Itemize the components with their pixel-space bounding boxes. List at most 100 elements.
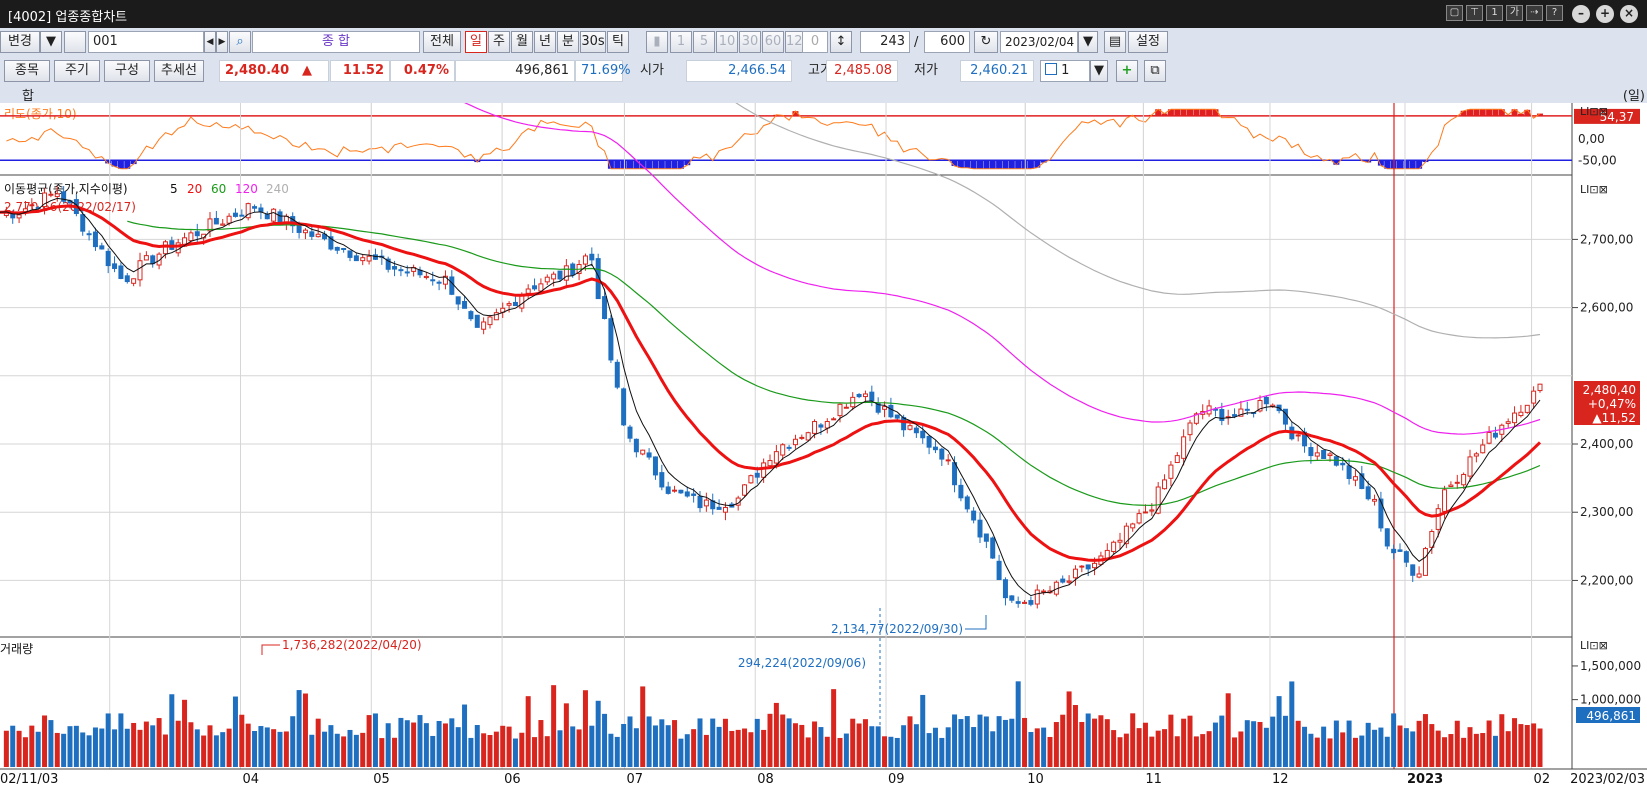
indicator-y-tick-1: -50,00 xyxy=(1578,153,1617,167)
prev-code-icon[interactable]: ◀ xyxy=(204,31,216,53)
change-button[interactable]: 변경 xyxy=(0,31,40,53)
window-number-icon[interactable]: 1 xyxy=(1486,5,1503,21)
volume-bar xyxy=(1187,715,1193,767)
indicator-y-tick-0: 0,00 xyxy=(1578,132,1605,146)
candle-body xyxy=(532,285,538,290)
volume-bar xyxy=(442,723,448,767)
candle-body xyxy=(722,506,728,513)
window-minimize-icon[interactable]: – xyxy=(1572,5,1590,23)
next-code-icon[interactable]: ▶ xyxy=(216,31,228,53)
indicator-under-fill xyxy=(111,160,118,167)
volume-bar xyxy=(99,728,105,767)
volume-bar xyxy=(996,716,1002,767)
count-total-input[interactable]: 600 xyxy=(924,31,970,53)
candle-body xyxy=(773,451,779,464)
minute-button[interactable]: 60 xyxy=(762,31,784,53)
layout-count-select[interactable]: 1 xyxy=(1040,60,1090,82)
candle-body xyxy=(99,245,105,250)
ma-title: 이동평균(종가,지수이평) xyxy=(4,182,128,196)
minute-button[interactable]: 30 xyxy=(739,31,761,53)
quote-toolbar-button[interactable]: 주기 xyxy=(54,60,100,82)
volume-bar xyxy=(29,725,35,767)
pane3-controls-icon[interactable]: LI⊡⊠ xyxy=(1580,639,1608,652)
volume-bar xyxy=(1340,732,1346,767)
candle-body xyxy=(1085,564,1091,570)
indicator-over-fill xyxy=(1161,113,1168,116)
minute-button[interactable]: 5 xyxy=(693,31,715,53)
volume-bar xyxy=(309,734,315,767)
window-maximize-icon[interactable]: + xyxy=(1596,5,1614,23)
add-indicator-icon[interactable]: + xyxy=(1116,60,1138,82)
window-close-icon[interactable]: × xyxy=(1620,5,1638,23)
volume-bar xyxy=(150,725,156,767)
candle-body xyxy=(213,217,219,225)
chart-config-icon[interactable]: ⧉ xyxy=(1144,60,1166,82)
window-font-icon[interactable]: 가 xyxy=(1506,5,1523,21)
count-input[interactable]: 243 xyxy=(860,31,910,53)
candle-body xyxy=(939,448,945,460)
pane1-controls-icon[interactable]: LI⊡⊠ xyxy=(1580,105,1608,118)
search-icon[interactable]: ⌕ xyxy=(229,31,251,53)
volume-bar xyxy=(430,735,436,767)
volume-bar xyxy=(188,722,194,767)
volume-bar xyxy=(1270,716,1276,767)
volume-bar xyxy=(538,720,544,767)
settings-button[interactable]: 설정 xyxy=(1128,31,1168,53)
window-tile-icon[interactable]: ▢ xyxy=(1446,5,1463,21)
period-button[interactable]: 월 xyxy=(511,31,533,53)
candle-body xyxy=(29,204,35,207)
minute-button[interactable]: 10 xyxy=(716,31,738,53)
period-button[interactable]: 분 xyxy=(557,31,579,53)
period-button[interactable]: 틱 xyxy=(607,31,629,53)
quote-toolbar-button[interactable]: 종목 xyxy=(4,60,50,82)
window-help-icon[interactable]: ? xyxy=(1546,5,1563,21)
candle-body xyxy=(124,275,130,283)
candle-body xyxy=(392,266,398,270)
candle-body xyxy=(512,301,518,307)
quote-toolbar-button[interactable]: 구성 xyxy=(104,60,150,82)
volume-bar xyxy=(964,716,970,767)
window-pin-icon[interactable]: ⊤ xyxy=(1466,5,1483,21)
change-dropdown-icon[interactable]: ▼ xyxy=(40,31,62,53)
period-button[interactable]: 년 xyxy=(534,31,556,53)
candle-body xyxy=(1473,453,1479,457)
candle-body xyxy=(226,215,232,224)
indicator-under-fill xyxy=(639,160,646,169)
code-input[interactable]: 001 xyxy=(88,31,204,53)
indicator-title: 리도(종가,10) xyxy=(4,107,77,121)
refresh-icon[interactable]: ↻ xyxy=(974,31,998,53)
all-button[interactable]: 전체 xyxy=(423,31,461,53)
candle-body xyxy=(716,506,722,510)
period-button[interactable]: 일 xyxy=(465,31,487,53)
indicator-over-fill xyxy=(1524,109,1531,116)
quote-toolbar-button[interactable]: 추세선 xyxy=(154,60,204,82)
period-button[interactable]: 30s xyxy=(580,31,606,53)
volume-bar xyxy=(729,730,735,767)
period-button[interactable]: 주 xyxy=(488,31,510,53)
save-icon[interactable]: ▤ xyxy=(1104,31,1126,53)
volume-bar xyxy=(958,719,964,767)
layout-dropdown-icon[interactable]: ▼ xyxy=(1090,60,1108,82)
price-current-change: ▲11,52 xyxy=(1592,411,1636,425)
volume-bar xyxy=(353,734,359,767)
volume-bar xyxy=(226,728,232,767)
pane2-controls-icon[interactable]: LI⊡⊠ xyxy=(1580,183,1608,196)
date-dropdown-icon[interactable]: ▼ xyxy=(1078,31,1098,53)
code-search-icon[interactable] xyxy=(64,31,86,53)
tick-input[interactable]: 0 xyxy=(802,31,828,53)
volume-bar xyxy=(1130,713,1136,767)
date-input[interactable]: 2023/02/04 xyxy=(1000,31,1078,53)
candle-body xyxy=(277,211,283,224)
candle-body xyxy=(983,533,989,542)
candle-body xyxy=(640,449,646,455)
minute-button[interactable]: 1 xyxy=(670,31,692,53)
tick-stepper-icon[interactable]: ↕ xyxy=(830,31,852,53)
window-link-icon[interactable]: ⇢ xyxy=(1526,5,1543,21)
volume-bar xyxy=(672,720,678,767)
chart-svg[interactable]: 리도(종가,10) 0,00 -50,00 54,37 LI⊡⊠ 이동평균(종가… xyxy=(0,103,1647,787)
candle-body xyxy=(468,311,474,320)
volume-bar xyxy=(1289,681,1295,767)
volume-bar xyxy=(856,723,862,767)
candle-body xyxy=(1015,601,1021,604)
minute-toggle-icon[interactable]: ▮ xyxy=(646,31,668,53)
